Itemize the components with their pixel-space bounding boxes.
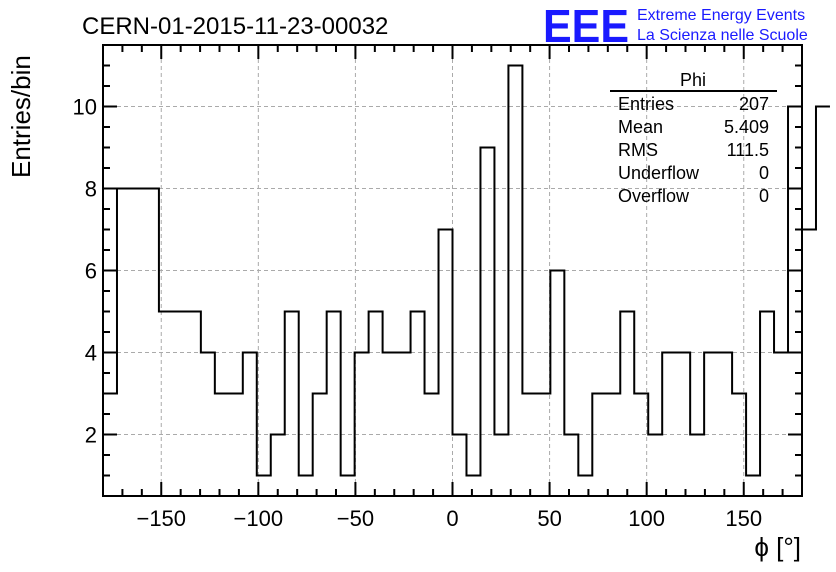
y-axis-title: Entries/bin bbox=[6, 55, 36, 178]
x-tick-label: −50 bbox=[337, 506, 374, 531]
y-tick-label: 6 bbox=[85, 259, 97, 284]
plot-frame bbox=[102, 44, 803, 497]
stats-value-mean: 5.409 bbox=[724, 117, 769, 137]
x-tick-label: 150 bbox=[725, 506, 762, 531]
stats-label-underflow: Underflow bbox=[618, 163, 700, 183]
stats-label-overflow: Overflow bbox=[618, 186, 690, 206]
x-tick-label: 50 bbox=[537, 506, 561, 531]
y-tick-labels: 2 4 6 8 10 bbox=[73, 95, 97, 448]
stats-value-rms: 111.5 bbox=[727, 140, 769, 160]
eee-logo: EEE Extreme Energy Events La Scienza nel… bbox=[543, 0, 808, 52]
x-tick-label: 100 bbox=[628, 506, 665, 531]
y-tick-label: 8 bbox=[85, 177, 97, 202]
stats-label-entries: Entries bbox=[618, 94, 674, 114]
stats-label-rms: RMS bbox=[618, 140, 658, 160]
logo-mark: EEE bbox=[543, 0, 629, 52]
stats-label-mean: Mean bbox=[618, 117, 663, 137]
x-tick-label: −100 bbox=[234, 506, 284, 531]
x-tick-labels: −150 −100 −50 0 50 100 150 bbox=[136, 506, 762, 531]
logo-line2: La Scienza nelle Scuole bbox=[637, 27, 808, 44]
stats-box: Phi Entries 207 Mean 5.409 RMS 111.5 Und… bbox=[610, 70, 777, 206]
y-tick-label: 2 bbox=[85, 423, 97, 448]
stats-value-underflow: 0 bbox=[759, 163, 769, 183]
stats-name: Phi bbox=[680, 70, 706, 90]
logo-line1: Extreme Energy Events bbox=[637, 7, 805, 24]
y-tick-label: 10 bbox=[73, 95, 97, 120]
stats-value-entries: 207 bbox=[739, 94, 769, 114]
x-tick-label: 0 bbox=[446, 506, 458, 531]
x-axis-title: ϕ [°] bbox=[754, 532, 801, 562]
chart-title: CERN-01-2015-11-23-00032 bbox=[82, 13, 388, 40]
axis-ticks bbox=[103, 45, 803, 496]
x-tick-label: −150 bbox=[136, 506, 186, 531]
stats-value-overflow: 0 bbox=[759, 186, 769, 206]
y-tick-label: 4 bbox=[85, 341, 97, 366]
histogram-step-line bbox=[103, 64, 830, 477]
